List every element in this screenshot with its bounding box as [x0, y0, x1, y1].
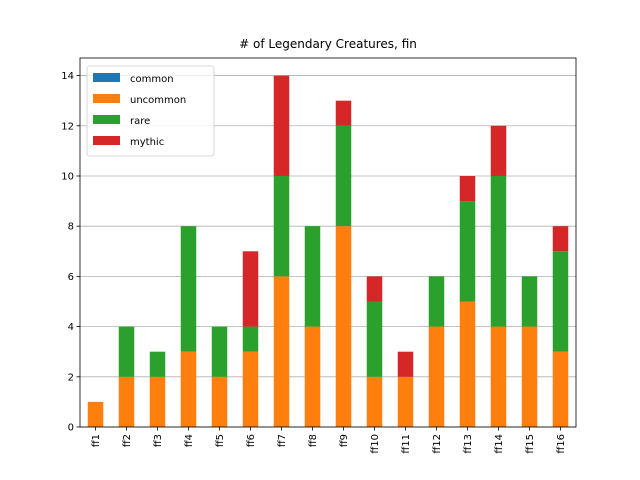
bar-uncommon-ff5	[211, 376, 228, 427]
x-tick-label: ff2	[122, 434, 133, 447]
x-tick-label: ff10	[370, 434, 381, 454]
x-tick-label: ff5	[215, 434, 226, 447]
bar-uncommon-ff10	[366, 376, 383, 427]
legend-box	[86, 65, 215, 157]
bars	[87, 75, 569, 427]
bar-mythic-ff11	[397, 351, 414, 377]
bar-mythic-ff9	[335, 100, 352, 126]
legend-swatch-uncommon	[93, 94, 120, 103]
bar-rare-ff7	[273, 175, 290, 277]
bar-rare-ff6	[242, 326, 259, 352]
bar-uncommon-ff1	[87, 401, 104, 427]
bar-uncommon-ff12	[428, 326, 445, 427]
legend-label-uncommon: uncommon	[130, 95, 186, 106]
bar-mythic-ff16	[552, 226, 569, 252]
y-tick-label: 14	[61, 71, 74, 82]
y-tick-label: 12	[61, 121, 74, 132]
x-tick-label: ff15	[525, 434, 536, 454]
y-tick-label: 8	[68, 222, 74, 233]
bar-mythic-ff14	[490, 125, 507, 176]
y-tick-label: 2	[68, 372, 74, 383]
bar-uncommon-ff2	[118, 376, 135, 427]
bar-uncommon-ff15	[521, 326, 538, 427]
bar-rare-ff12	[428, 276, 445, 327]
legend: common uncommon rare mythic	[86, 65, 215, 157]
x-tick-label: ff8	[308, 434, 319, 447]
bar-rare-ff2	[118, 326, 135, 377]
x-tick-label: ff11	[401, 434, 412, 454]
bar-uncommon-ff11	[397, 376, 414, 427]
y-tick-label: 6	[68, 272, 74, 283]
bar-rare-ff5	[211, 326, 228, 377]
bar-rare-ff15	[521, 276, 538, 327]
x-tick-label: ff4	[184, 434, 195, 447]
x-tick-label: ff14	[494, 434, 505, 454]
bar-rare-ff16	[552, 251, 569, 352]
bar-rare-ff8	[304, 226, 321, 327]
x-axis: ff1 ff2 ff3 ff4 ff5 ff6 ff7 ff8 ff9 ff10 ff11 ff12 f…	[91, 427, 567, 454]
plot-frame	[79, 57, 577, 428]
legend-label-common: common	[130, 74, 174, 85]
x-tick-label: ff9	[339, 434, 350, 447]
bar-mythic-ff10	[366, 276, 383, 302]
bar-rare-ff3	[149, 351, 166, 377]
legend-swatch-mythic	[93, 136, 120, 145]
bar-mythic-ff7	[273, 75, 290, 176]
bar-uncommon-ff13	[459, 301, 476, 427]
legend-swatch-rare	[93, 115, 120, 124]
bar-rare-ff9	[335, 125, 352, 227]
legend-label-rare: rare	[130, 116, 150, 127]
y-tick-label: 4	[68, 322, 74, 333]
x-tick-label: ff7	[277, 434, 288, 447]
x-tick-label: ff13	[463, 434, 474, 454]
y-tick-label: 10	[61, 171, 74, 182]
x-tick-label: ff16	[556, 434, 567, 454]
axes	[79, 57, 577, 428]
bar-rare-ff13	[459, 201, 476, 302]
bar-mythic-ff6	[242, 251, 259, 327]
bar-uncommon-ff16	[552, 351, 569, 427]
bar-rare-ff10	[366, 301, 383, 377]
legend-label-mythic: mythic	[130, 137, 164, 148]
y-axis: 0 2 4 6 8 10 12 14	[61, 71, 80, 434]
bar-rare-ff4	[180, 226, 197, 352]
x-tick-label: ff3	[153, 434, 164, 447]
legend-swatch-common	[93, 73, 120, 82]
bar-rare-ff14	[490, 175, 507, 327]
x-tick-label: ff1	[91, 434, 102, 447]
bar-mythic-ff13	[459, 175, 476, 202]
bar-uncommon-ff14	[490, 326, 507, 427]
x-tick-label: ff12	[432, 434, 443, 454]
bar-uncommon-ff6	[242, 351, 259, 427]
chart-title: # of Legendary Creatures, fin	[239, 37, 417, 51]
y-tick-label: 0	[68, 423, 74, 434]
bar-uncommon-ff9	[335, 226, 352, 427]
bar-uncommon-ff7	[273, 276, 290, 427]
x-tick-label: ff6	[246, 434, 257, 447]
bar-uncommon-ff3	[149, 376, 166, 427]
bar-uncommon-ff4	[180, 351, 197, 427]
bar-uncommon-ff8	[304, 326, 321, 427]
